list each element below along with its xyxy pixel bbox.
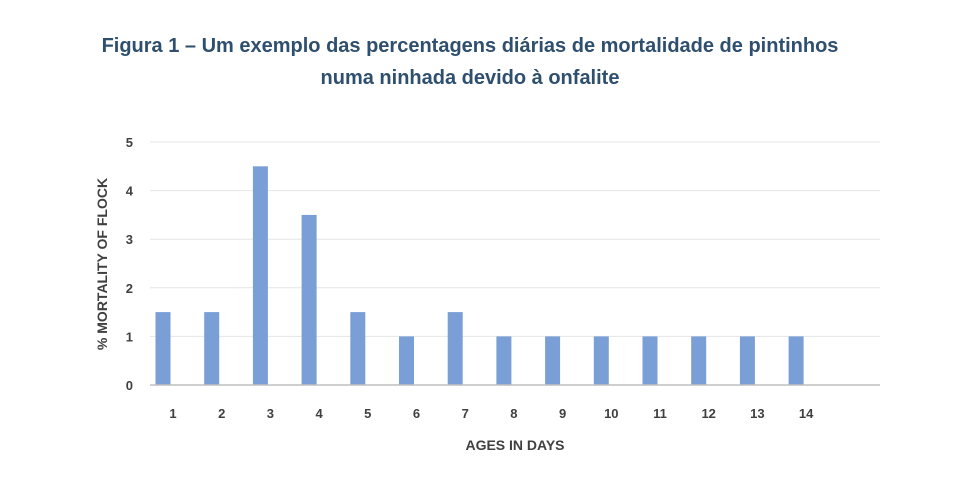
x-tick-label: 10 xyxy=(604,406,618,421)
y-tick-label: 4 xyxy=(126,184,134,199)
bar-day-10 xyxy=(593,336,609,385)
bar-day-13 xyxy=(739,336,755,385)
bar-day-1 xyxy=(155,312,171,385)
bar-day-7 xyxy=(447,312,463,385)
bar-day-5 xyxy=(350,312,366,385)
x-tick-label: 7 xyxy=(462,406,469,421)
bar-day-14 xyxy=(788,336,804,385)
x-tick-label: 3 xyxy=(267,406,274,421)
x-axis-title: AGES IN DAYS xyxy=(465,437,564,453)
bar-day-3 xyxy=(252,166,268,385)
chart-title: Figura 1 – Um exemplo das percentagens d… xyxy=(20,30,920,94)
bar-day-12 xyxy=(691,336,707,385)
y-tick-label: 0 xyxy=(126,378,133,393)
x-tick-label: 14 xyxy=(799,406,814,421)
x-tick-label: 8 xyxy=(510,406,517,421)
y-tick-label: 3 xyxy=(126,232,133,247)
bar-day-8 xyxy=(496,336,512,385)
x-tick-labels: 1 2 3 4 5 6 7 8 9 10 11 12 13 14 xyxy=(169,406,814,421)
y-tick-label: 1 xyxy=(126,329,133,344)
x-tick-label: 2 xyxy=(218,406,225,421)
x-tick-label: 1 xyxy=(169,406,176,421)
bar-day-6 xyxy=(399,336,414,385)
x-tick-label: 9 xyxy=(559,406,566,421)
bar-day-4 xyxy=(301,214,317,385)
x-tick-label: 4 xyxy=(315,406,323,421)
y-tick-labels: 0 1 2 3 4 5 xyxy=(126,135,134,393)
y-axis-title: % MORTALITY OF FLOCK xyxy=(94,178,110,350)
y-tick-label: 2 xyxy=(126,281,133,296)
bar-day-11 xyxy=(642,336,658,385)
x-tick-label: 5 xyxy=(364,406,371,421)
x-tick-label: 13 xyxy=(750,406,764,421)
chart-title-line-1: Figura 1 – Um exemplo das percentagens d… xyxy=(101,35,839,57)
x-tick-label: 6 xyxy=(413,406,420,421)
chart-title-line-2: numa ninhada devido à onfalite xyxy=(320,67,620,89)
x-tick-label: 12 xyxy=(701,406,715,421)
gridlines xyxy=(150,141,880,337)
bars xyxy=(155,166,804,385)
y-tick-label: 5 xyxy=(126,135,133,150)
bar-day-9 xyxy=(545,336,561,385)
bar-day-2 xyxy=(204,312,220,385)
x-tick-label: 11 xyxy=(653,406,667,421)
